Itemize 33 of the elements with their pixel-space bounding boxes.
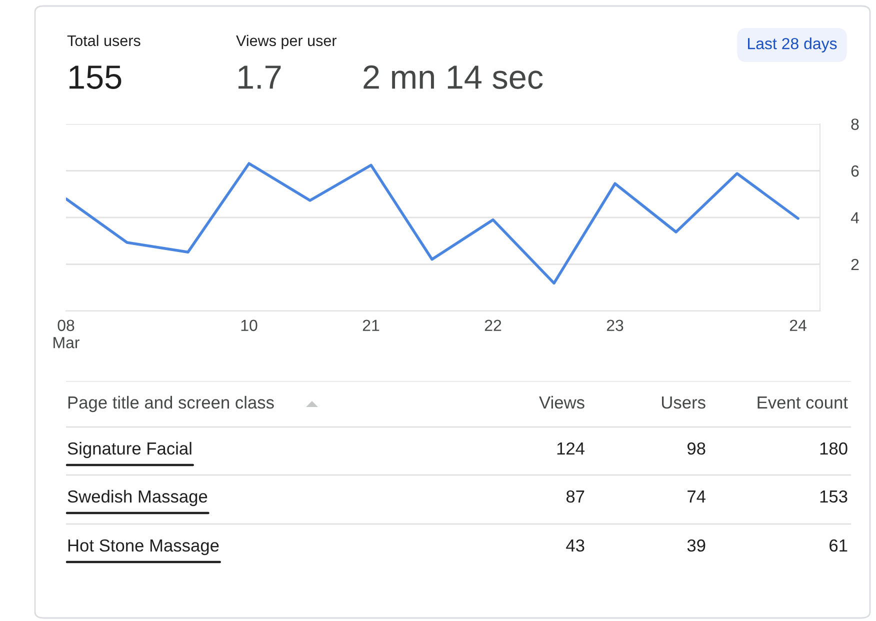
data-label: 153	[820, 490, 848, 503]
text: 155	[70, 66, 122, 89]
text: Views per user	[236, 34, 337, 50]
x-tick-label: 10	[241, 320, 258, 332]
text: Views	[539, 396, 584, 409]
x-tick-label: 22	[484, 320, 502, 331]
y-tick-label: 8	[851, 118, 859, 130]
category-label: Hot Stone Massage	[68, 539, 219, 556]
data-label: 124	[557, 442, 584, 454]
category-label: Signature Facial	[68, 442, 192, 458]
text: Last 28 days	[748, 38, 837, 52]
data-label: 39	[687, 539, 706, 552]
data-label: 61	[830, 539, 848, 552]
data-label: 74	[688, 490, 706, 502]
data-label: 87	[566, 490, 584, 503]
text: 1.7	[238, 66, 281, 89]
line-series	[66, 162, 800, 285]
data-label: 43	[566, 539, 584, 552]
text: 2 mn 14 sec	[364, 65, 543, 89]
x-tick-label: 21	[362, 320, 380, 331]
y-tick-label: 4	[850, 212, 859, 224]
category-label: Swedish Massage	[68, 490, 208, 506]
x-tick-label: 23	[606, 320, 624, 332]
y-tick-label: 6	[851, 165, 859, 177]
x-tick-label: 24	[790, 320, 806, 331]
y-tick-label: 2	[851, 258, 859, 270]
text: Event count	[758, 396, 848, 409]
text: Page title and screen class	[68, 396, 274, 412]
x-tick-label: 08 Mar	[54, 320, 80, 348]
text: Users	[662, 396, 706, 409]
data-label: 98	[688, 442, 706, 455]
text: Total users	[67, 34, 140, 46]
data-label: 180	[820, 442, 848, 455]
